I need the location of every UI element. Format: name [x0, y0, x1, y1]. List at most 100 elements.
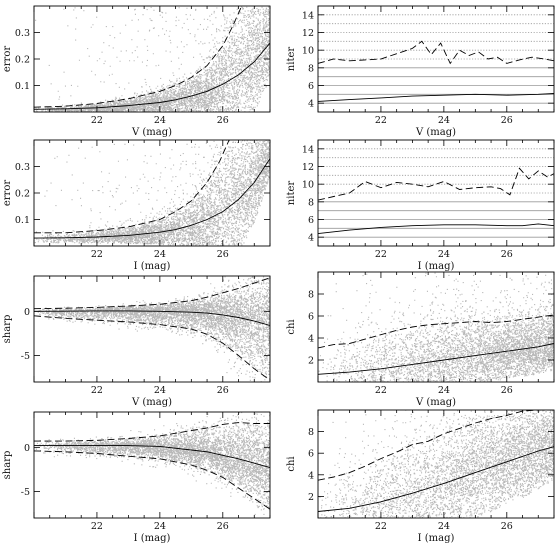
x-tick-label: 26 [501, 249, 513, 260]
x-tick-label: 26 [501, 521, 513, 532]
x-tick-label: 24 [438, 249, 450, 260]
iteration-levels [318, 14, 554, 104]
solid-series-line [318, 93, 554, 102]
y-tick-label: 8 [308, 290, 314, 301]
x-tick-label: 22 [91, 115, 103, 126]
x-tick-label: 22 [375, 385, 387, 396]
y-axis-label: error [2, 46, 13, 72]
panel-i-error: 22 24 26 0.1 0.2 0.3 I (mag) error [2, 139, 271, 272]
y-tick-label: 0.3 [15, 28, 30, 39]
x-tick-label: 24 [154, 249, 166, 260]
dashed-series-line [34, 450, 270, 510]
plot-frame [317, 139, 555, 247]
dashed-series-line [34, 277, 270, 310]
y-tick-label: 0.3 [15, 162, 30, 173]
y-tick-label: 8 [308, 197, 314, 208]
panel-i-sharp: 22 24 26 -5 0 I (mag) sharp [2, 411, 271, 544]
point-cloud [318, 272, 554, 382]
y-tick-label: 2 [308, 356, 314, 367]
x-tick-label: 24 [154, 385, 166, 396]
plot-area [318, 410, 554, 518]
plot-frame [33, 275, 271, 383]
y-tick-label: 4 [308, 334, 314, 345]
x-tick-label: 24 [438, 385, 450, 396]
y-axis-label: sharp [2, 315, 13, 344]
x-tick-label: 26 [217, 249, 229, 260]
y-tick-label: 10 [302, 180, 314, 191]
y-axis-label: error [2, 180, 13, 206]
dashed-series-line [34, 315, 270, 381]
y-tick-label: 0 [24, 443, 30, 454]
x-tick-label: 24 [438, 521, 450, 532]
y-axis-label: niter [286, 181, 297, 206]
dashed-series-line [318, 167, 554, 201]
y-tick-label: 2 [308, 492, 314, 503]
point-cloud [35, 6, 270, 112]
x-tick-label: 26 [501, 115, 513, 126]
plot-frame [317, 271, 555, 383]
x-axis-label: V (mag) [415, 397, 456, 408]
solid-series-line [34, 158, 270, 239]
y-tick-label: 8 [308, 63, 314, 74]
x-axis-label: V (mag) [131, 397, 172, 408]
x-axis-label: V (mag) [131, 127, 172, 138]
x-tick-label: 26 [217, 385, 229, 396]
y-tick-label: 12 [302, 28, 314, 39]
x-axis-label: I (mag) [134, 261, 171, 272]
x-tick-label: 22 [91, 385, 103, 396]
x-axis-label: I (mag) [134, 533, 171, 544]
y-axis-label: niter [286, 47, 297, 72]
y-tick-label: 6 [308, 215, 314, 226]
solid-series-line [318, 446, 554, 512]
y-tick-label: 0 [24, 307, 30, 318]
solid-series-line [34, 310, 270, 326]
y-tick-label: 8 [308, 427, 314, 438]
x-tick-label: 26 [501, 385, 513, 396]
plot-frame [317, 5, 555, 113]
solid-series-line [34, 42, 270, 110]
point-cloud [34, 140, 270, 246]
y-axis-label: sharp [2, 451, 13, 480]
y-tick-label: 14 [302, 144, 314, 155]
solid-series-line [34, 445, 270, 469]
x-tick-label: 22 [375, 249, 387, 260]
plot-area [34, 412, 270, 518]
y-tick-label: 6 [308, 312, 314, 323]
iteration-levels [318, 148, 554, 238]
x-axis-label: I (mag) [418, 533, 455, 544]
y-tick-label: 6 [308, 81, 314, 92]
plot-area [318, 272, 554, 382]
dashed-series-line [318, 40, 554, 65]
x-tick-label: 22 [91, 249, 103, 260]
x-axis-label: I (mag) [418, 261, 455, 272]
y-tick-label: 10 [302, 46, 314, 57]
solid-series-line [318, 223, 554, 235]
plot-frame [317, 409, 555, 519]
x-tick-label: 24 [154, 521, 166, 532]
point-cloud [319, 410, 554, 518]
dashed-series-line [34, 6, 243, 108]
plot-area [34, 276, 270, 382]
y-tick-label: -5 [21, 487, 30, 498]
y-tick-label: 0.1 [15, 215, 30, 226]
y-tick-label: 0.1 [15, 81, 30, 92]
point-cloud [37, 276, 270, 382]
plot-area [34, 6, 270, 112]
dashed-series-line [318, 410, 554, 481]
x-tick-label: 26 [217, 521, 229, 532]
y-tick-label: 4 [308, 233, 314, 244]
solid-series-line [318, 343, 554, 375]
point-cloud [35, 412, 270, 518]
y-axis-label: chi [286, 319, 297, 334]
x-tick-label: 26 [217, 115, 229, 126]
plot-area [318, 148, 554, 238]
x-tick-label: 24 [438, 115, 450, 126]
y-tick-label: 4 [308, 99, 314, 110]
x-tick-label: 22 [375, 521, 387, 532]
x-tick-label: 22 [375, 115, 387, 126]
y-tick-label: 6 [308, 449, 314, 460]
y-tick-label: -5 [21, 351, 30, 362]
